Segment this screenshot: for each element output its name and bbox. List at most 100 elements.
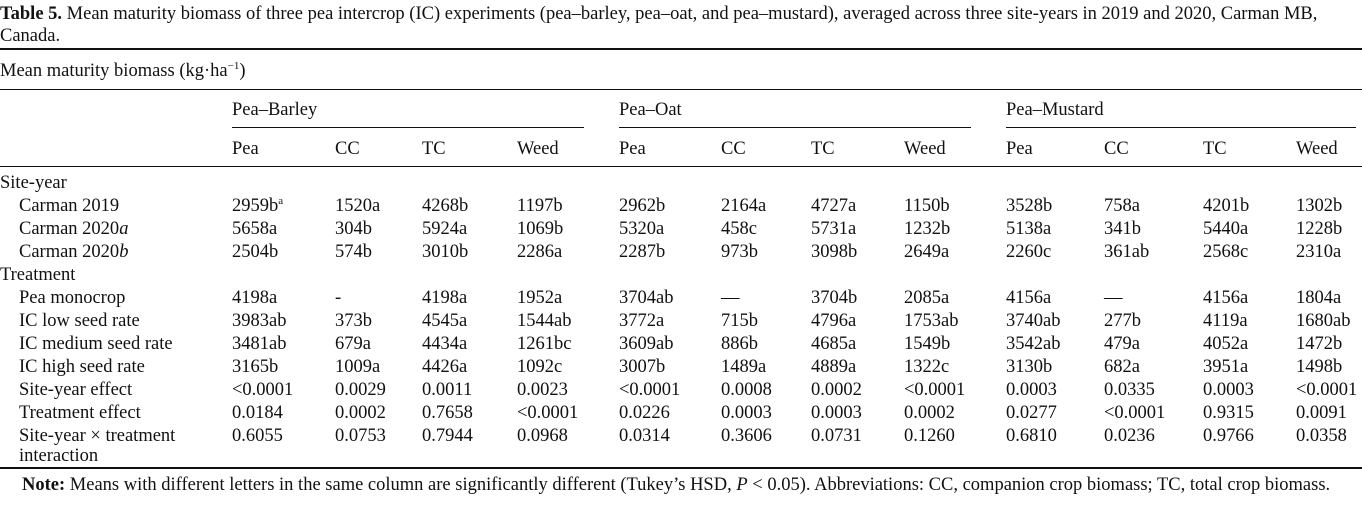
table-cell: — <box>1104 288 1123 308</box>
table-cell: 1472b <box>1296 334 1343 354</box>
footnote-marker: a <box>278 195 284 207</box>
table-cell: 886b <box>721 334 758 354</box>
table-cell: 0.0358 <box>1296 426 1347 446</box>
table-cell: 1261bc <box>517 334 572 354</box>
row-label: Pea monocrop <box>19 288 126 308</box>
table-cell: 0.0003 <box>811 403 862 423</box>
table-cell-value: 2959b <box>232 196 279 216</box>
table-cell: 1544ab <box>517 311 572 331</box>
table-cell: 0.0753 <box>335 426 386 446</box>
table-cell: 0.0731 <box>811 426 862 446</box>
row-label: IC medium seed rate <box>19 334 173 354</box>
table-cell: 0.0184 <box>232 403 283 423</box>
column-header: TC <box>1203 139 1227 159</box>
row-label: Treatment effect <box>19 403 141 423</box>
table-cell: <0.0001 <box>232 380 294 400</box>
table-cell: 0.0002 <box>335 403 386 423</box>
table-cell: 2310a <box>1296 242 1342 262</box>
table-cell: 4545a <box>422 311 468 331</box>
table-cell: 4889a <box>811 357 857 377</box>
group-header-pea-mustard: Pea–Mustard <box>1006 100 1104 120</box>
table-cell: 4198a <box>232 288 278 308</box>
row-label: IC high seed rate <box>19 357 145 377</box>
table-cell: 4119a <box>1203 311 1248 331</box>
section-title-treatment: Treatment <box>0 265 76 285</box>
table-cell: 361ab <box>1104 242 1150 262</box>
table-cell: 4727a <box>811 196 857 216</box>
table-cell: 3481ab <box>232 334 287 354</box>
table-cell: 758a <box>1104 196 1140 216</box>
table-cell: 3740ab <box>1006 311 1061 331</box>
table-cell: 1489a <box>721 357 767 377</box>
table-cell: 3983ab <box>232 311 287 331</box>
table-cell: 3609ab <box>619 334 674 354</box>
header-bottom-rule <box>0 166 1362 167</box>
table-cell: 4685a <box>811 334 857 354</box>
table-cell: 715b <box>721 311 758 331</box>
table-cell: 2085a <box>904 288 950 308</box>
table-cell: 5138a <box>1006 219 1052 239</box>
table-cell: 0.0003 <box>1006 380 1057 400</box>
table-cell: 5731a <box>811 219 857 239</box>
table-cell: 1009a <box>335 357 381 377</box>
table-cell: 4198a <box>422 288 468 308</box>
table-cell: <0.0001 <box>517 403 579 423</box>
table-cell: 2504b <box>232 242 279 262</box>
group-header-pea-barley: Pea–Barley <box>232 100 318 120</box>
table-cell: 373b <box>335 311 372 331</box>
table-cell: 0.0002 <box>811 380 862 400</box>
column-header: Pea <box>619 139 646 159</box>
table-cell: 0.6055 <box>232 426 283 446</box>
row-label: Site-year effect <box>19 380 133 400</box>
bottom-rule <box>0 467 1362 469</box>
column-header: TC <box>422 139 446 159</box>
table-cell: 679a <box>335 334 371 354</box>
column-header: Weed <box>1296 139 1338 159</box>
table-cell: 1150b <box>904 196 950 216</box>
table-cell: 0.0968 <box>517 426 568 446</box>
column-header: Weed <box>904 139 946 159</box>
table-cell: <0.0001 <box>1104 403 1166 423</box>
table-cell: 3007b <box>619 357 666 377</box>
table-cell: 4156a <box>1203 288 1249 308</box>
table-cell: 2962b <box>619 196 666 216</box>
table-cell: 0.6810 <box>1006 426 1057 446</box>
table-cell: 341b <box>1104 219 1141 239</box>
table-cell: <0.0001 <box>904 380 966 400</box>
table-cell: 1549b <box>904 334 951 354</box>
table-cell: 0.7944 <box>422 426 473 446</box>
table-cell: 3130b <box>1006 357 1053 377</box>
table-cell: 479a <box>1104 334 1140 354</box>
table-cell: 4434a <box>422 334 468 354</box>
table-cell: <0.0001 <box>619 380 681 400</box>
table-cell: - <box>335 288 342 308</box>
table-cell: 0.9766 <box>1203 426 1254 446</box>
table-cell: 1232b <box>904 219 951 239</box>
table-cell: 0.0003 <box>721 403 772 423</box>
table-cell: 0.0023 <box>517 380 568 400</box>
table-cell: 458c <box>721 219 757 239</box>
table-cell: 4268b <box>422 196 469 216</box>
column-header: TC <box>811 139 835 159</box>
table-cell: 4201b <box>1203 196 1250 216</box>
row-label: IC low seed rate <box>19 311 140 331</box>
table-cell: 0.0002 <box>904 403 955 423</box>
table-cell: 1092c <box>517 357 563 377</box>
table-cell: 1520a <box>335 196 381 216</box>
table-cell: 277b <box>1104 311 1141 331</box>
table-cell: 0.0335 <box>1104 380 1155 400</box>
table-cell: 3772a <box>619 311 665 331</box>
group-rule-pea-barley <box>232 127 584 128</box>
table-cell: 0.0236 <box>1104 426 1155 446</box>
table-cell: 5658a <box>232 219 278 239</box>
table-cell: 1680ab <box>1296 311 1351 331</box>
table-cell: 3704b <box>811 288 858 308</box>
table-cell: 0.0277 <box>1006 403 1057 423</box>
table-cell: 1228b <box>1296 219 1343 239</box>
table-cell: 0.0091 <box>1296 403 1347 423</box>
row-label: Carman 2020a <box>19 219 129 239</box>
table-cell: 682a <box>1104 357 1140 377</box>
table-cell: 0.0029 <box>335 380 386 400</box>
table-cell: 973b <box>721 242 758 262</box>
